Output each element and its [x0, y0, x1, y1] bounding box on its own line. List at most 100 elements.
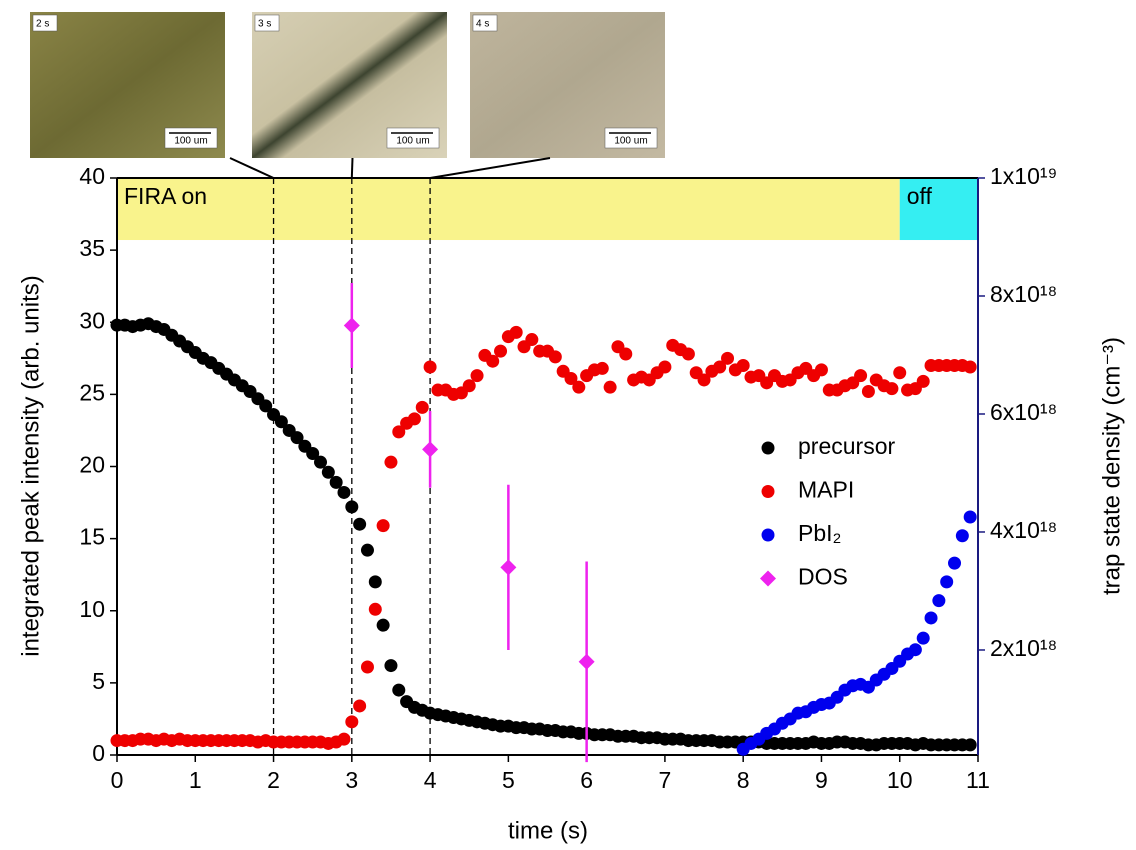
- y-axis-label: integrated peak intensity (arb. units): [17, 275, 44, 657]
- data-point: [353, 699, 367, 713]
- legend-label: PbI₂: [798, 520, 841, 546]
- legend-marker: [760, 570, 776, 587]
- y-tick-label: 20: [79, 452, 105, 478]
- data-point: [368, 602, 382, 616]
- y-tick-label: 5: [92, 668, 105, 694]
- data-point: [963, 738, 977, 752]
- data-point: [658, 360, 672, 374]
- x-tick-label: 11: [966, 767, 990, 793]
- band: [899, 178, 978, 241]
- data-point: [595, 361, 609, 375]
- data-point: [368, 575, 382, 589]
- x-tick-label: 4: [424, 767, 437, 793]
- data-point: [422, 441, 439, 458]
- legend-label: precursor: [798, 433, 895, 459]
- y-tick-label: 35: [79, 235, 105, 261]
- legend-marker: [761, 528, 775, 542]
- data-point: [470, 369, 484, 383]
- y-tick-label: 0: [92, 740, 105, 766]
- data-point: [384, 659, 398, 673]
- y-tick-label: 10: [79, 596, 105, 622]
- y2-tick-label: 4x10¹⁸: [990, 517, 1057, 543]
- y-tick-label: 30: [79, 307, 105, 333]
- data-point: [963, 360, 977, 374]
- scale-label: 100 um: [396, 136, 429, 147]
- data-point: [314, 455, 328, 469]
- data-point: [736, 359, 750, 373]
- band: [117, 178, 900, 241]
- x-tick-label: 0: [111, 767, 124, 793]
- data-point: [360, 660, 374, 674]
- data-point: [392, 425, 406, 439]
- legend-marker: [761, 485, 775, 498]
- inset-label-box: [254, 14, 280, 32]
- y-tick-label: 25: [79, 379, 105, 405]
- x-tick-label: 10: [887, 767, 913, 793]
- data-point: [525, 333, 539, 347]
- data-point: [548, 350, 562, 364]
- data-point: [893, 366, 907, 380]
- data-point: [932, 594, 946, 608]
- data-point: [360, 543, 374, 557]
- x-tick-label: 9: [815, 767, 828, 793]
- inset-label-box: [472, 14, 498, 32]
- data-point: [415, 400, 429, 414]
- connector: [429, 157, 551, 179]
- data-point: [353, 517, 367, 531]
- inset-label-box: [32, 14, 58, 32]
- data-point: [407, 412, 421, 426]
- y2-tick-label: 1x10¹⁹: [990, 163, 1057, 189]
- data-point: [376, 618, 390, 632]
- data-point: [955, 529, 969, 543]
- data-point: [337, 732, 351, 746]
- inset-label: 4 s: [476, 19, 489, 30]
- data-point: [384, 455, 398, 469]
- data-point: [337, 485, 351, 499]
- y2-tick-label: 8x10¹⁸: [990, 281, 1057, 307]
- connector: [229, 157, 274, 179]
- data-point: [681, 347, 695, 361]
- x-tick-label: 3: [345, 767, 358, 793]
- data-point: [721, 351, 735, 365]
- y2-axis-label: trap state density (cm⁻³): [1098, 337, 1125, 595]
- data-point: [916, 374, 930, 388]
- data-point: [343, 317, 360, 334]
- data-point: [486, 354, 500, 368]
- x-axis-label: time (s): [508, 817, 588, 844]
- scale-label: 100 um: [614, 136, 647, 147]
- x-tick-label: 6: [580, 767, 593, 793]
- y2-tick-label: 6x10¹⁸: [990, 399, 1057, 425]
- data-point: [572, 380, 586, 394]
- data-point: [908, 643, 922, 657]
- legend-label: DOS: [798, 564, 848, 590]
- data-point: [345, 715, 359, 729]
- y-tick-label: 40: [79, 163, 105, 189]
- data-point: [603, 380, 617, 394]
- data-point: [564, 372, 578, 386]
- x-tick-label: 7: [659, 767, 672, 793]
- y2-tick-label: 2x10¹⁸: [990, 635, 1057, 661]
- data-point: [713, 360, 727, 374]
- band-label: off: [907, 183, 933, 209]
- data-point: [578, 653, 595, 670]
- data-point: [697, 373, 711, 387]
- data-point: [500, 559, 517, 576]
- x-tick-label: 5: [502, 767, 515, 793]
- data-point: [494, 344, 508, 358]
- data-point: [854, 369, 868, 383]
- data-point: [306, 447, 320, 461]
- y-tick-label: 15: [79, 524, 105, 550]
- data-point: [509, 325, 523, 339]
- data-point: [462, 379, 476, 393]
- x-tick-label: 1: [189, 767, 202, 793]
- x-tick-label: 2: [267, 767, 280, 793]
- data-point: [963, 510, 977, 524]
- data-point: [345, 500, 359, 514]
- data-point: [948, 556, 962, 570]
- data-point: [924, 611, 938, 625]
- data-point: [885, 382, 899, 396]
- data-point: [259, 399, 273, 413]
- data-point: [861, 384, 875, 398]
- legend-label: MAPI: [798, 477, 854, 503]
- inset-label: 2 s: [36, 19, 49, 30]
